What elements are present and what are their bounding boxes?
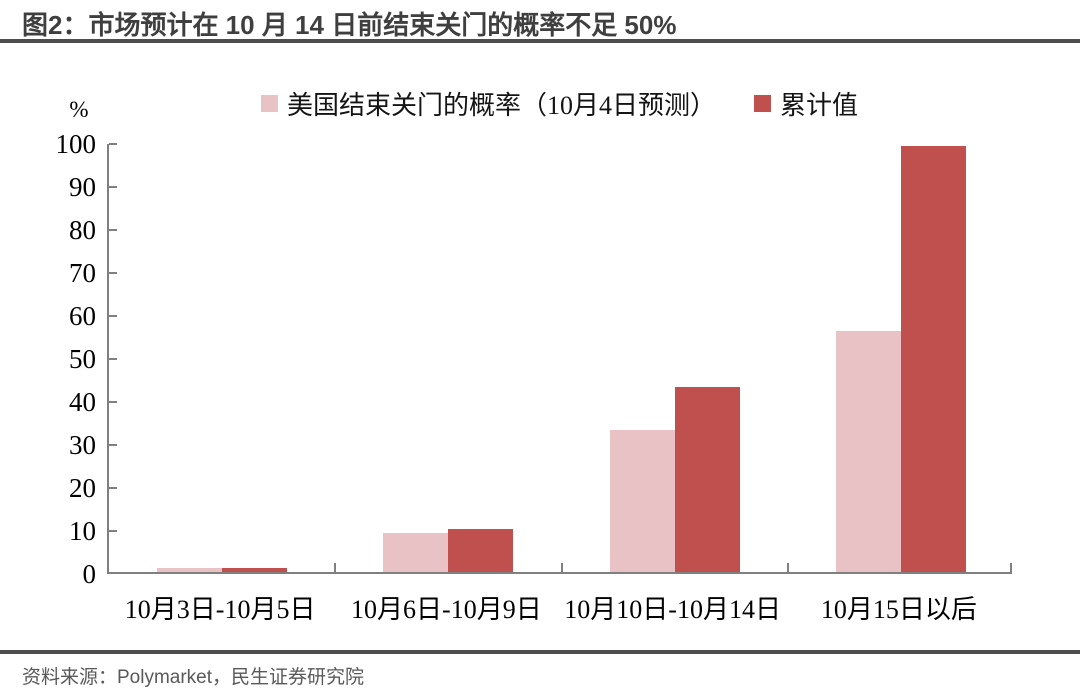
x-axis-tick-mark bbox=[560, 563, 563, 572]
x-axis-labels: 10月3日-10月5日 10月6日-10月9日 10月10日-10月14日 10月15… bbox=[107, 589, 1012, 629]
bar-s1-c1 bbox=[448, 529, 514, 572]
bar-s0-c1 bbox=[383, 533, 449, 572]
bar-s0-c2 bbox=[609, 430, 675, 572]
x-axis-tick-label: 10月6日-10月9日 bbox=[351, 595, 542, 624]
y-axis-tick-label: 0 bbox=[82, 559, 97, 589]
y-axis-tick-mark bbox=[109, 487, 117, 489]
y-axis-tick-label: 10 bbox=[69, 516, 96, 546]
y-axis-tick-label: 70 bbox=[69, 258, 96, 288]
y-axis-tick-mark bbox=[109, 401, 117, 403]
y-axis-tick-label: 40 bbox=[69, 387, 96, 417]
legend-swatch-forecast bbox=[260, 94, 278, 112]
legend-item-cumulative: 累计值 bbox=[754, 85, 858, 122]
x-axis-tick-label: 10月15日以后 bbox=[820, 595, 977, 624]
legend-label-cumulative: 累计值 bbox=[780, 90, 859, 120]
title-divider-line bbox=[0, 39, 1080, 43]
y-axis-tick-label: 80 bbox=[69, 215, 96, 245]
y-axis-tick-mark bbox=[109, 358, 117, 360]
y-axis-tick-mark bbox=[109, 444, 117, 446]
x-axis-tick-mark bbox=[786, 563, 789, 572]
footer-divider-line bbox=[0, 650, 1080, 654]
x-axis-tick-label: 10月3日-10月5日 bbox=[124, 595, 316, 624]
legend-swatch-cumulative bbox=[754, 94, 771, 112]
x-axis-tick-mark bbox=[1010, 563, 1012, 572]
source-note: 资料来源：Polymarket，民生证券研究院 bbox=[22, 667, 365, 688]
y-axis-unit-label: % bbox=[69, 97, 89, 122]
legend-item-forecast: 美国结束关门的概率（10月4日预测） bbox=[260, 85, 716, 122]
y-axis-labels: 0 10 20 30 40 50 60 70 80 90 100 bbox=[0, 129, 97, 589]
bar-s0-c3 bbox=[835, 331, 901, 572]
x-axis-tick-mark bbox=[334, 563, 337, 572]
y-axis-tick-mark bbox=[109, 229, 117, 231]
y-axis-tick-label: 20 bbox=[69, 473, 96, 503]
chart-legend: 美国结束关门的概率（10月4日预测） 累计值 bbox=[107, 86, 1012, 120]
bar-s1-c0 bbox=[222, 567, 288, 572]
x-axis-tick-label: 10月10日-10月14日 bbox=[564, 595, 781, 624]
bar-s1-c3 bbox=[900, 146, 966, 572]
y-axis-tick-mark bbox=[109, 186, 117, 188]
y-axis-tick-label: 30 bbox=[69, 430, 96, 460]
y-axis-tick-mark bbox=[109, 272, 117, 274]
y-axis-tick-label: 90 bbox=[69, 172, 96, 202]
y-axis-tick-mark bbox=[109, 530, 117, 532]
y-axis-tick-mark bbox=[109, 315, 117, 317]
y-axis-tick-label: 100 bbox=[55, 129, 97, 159]
legend-label-forecast: 美国结束关门的概率（10月4日预测） bbox=[286, 90, 716, 120]
bar-s1-c2 bbox=[674, 387, 740, 572]
y-axis-tick-mark bbox=[109, 143, 117, 145]
plot-area bbox=[107, 143, 1012, 574]
figure-title: 图2：市场预计在 10 月 14 日前结束关门的概率不足 50% bbox=[22, 10, 677, 40]
y-axis-tick-label: 60 bbox=[69, 301, 96, 331]
bar-s0-c0 bbox=[157, 567, 223, 572]
y-axis-tick-label: 50 bbox=[69, 344, 96, 374]
